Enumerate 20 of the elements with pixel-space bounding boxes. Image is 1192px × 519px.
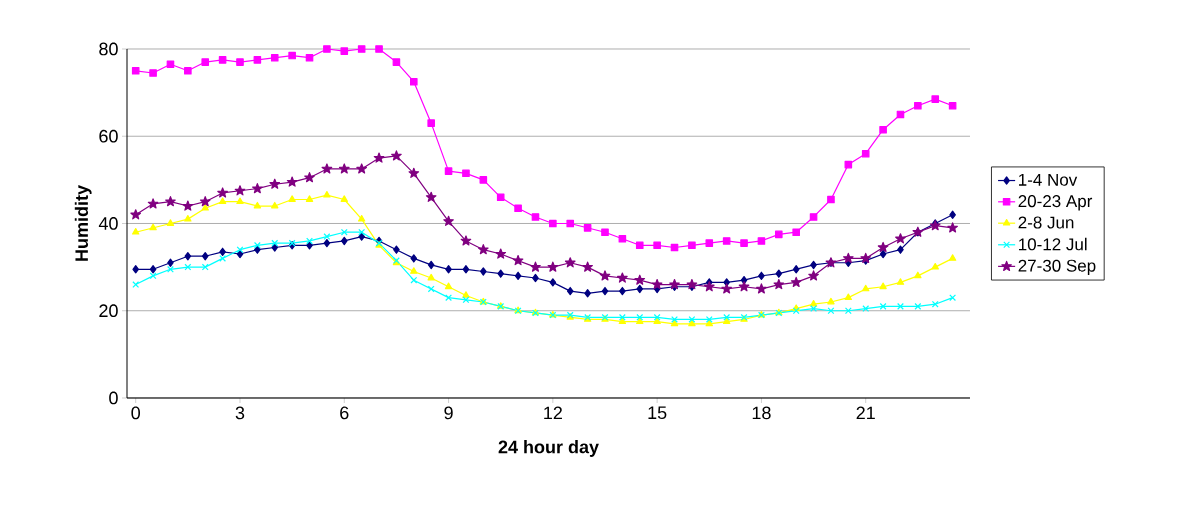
x-tick-label: 6 xyxy=(340,406,349,420)
legend-label: 20-23 Apr xyxy=(1018,195,1093,211)
legend-label: 10-12 Jul xyxy=(1019,237,1087,251)
x-tick-label: 9 xyxy=(444,406,453,420)
x-tick-label: 18 xyxy=(752,406,771,420)
legend-label: 1-4 Nov xyxy=(1019,173,1078,186)
y-tick-label: 20 xyxy=(99,304,118,318)
y-tick-label: 60 xyxy=(99,129,118,143)
x-tick-label: 0 xyxy=(131,406,141,420)
y-tick-label: 40 xyxy=(98,217,118,230)
x-tick-label: 15 xyxy=(648,406,667,420)
x-axis-title: 24 hour day xyxy=(498,440,599,457)
y-tick-label: 80 xyxy=(99,42,118,56)
y-tick-label: 0 xyxy=(109,391,118,405)
y-axis-title: Humidity xyxy=(74,185,92,261)
legend-label: 27-30 Sep xyxy=(1018,259,1096,276)
x-tick-label: 3 xyxy=(235,406,245,420)
x-tick-label: 12 xyxy=(544,406,562,420)
x-tick-label: 21 xyxy=(856,406,875,420)
legend-label: 2-8 Jun xyxy=(1018,216,1074,229)
